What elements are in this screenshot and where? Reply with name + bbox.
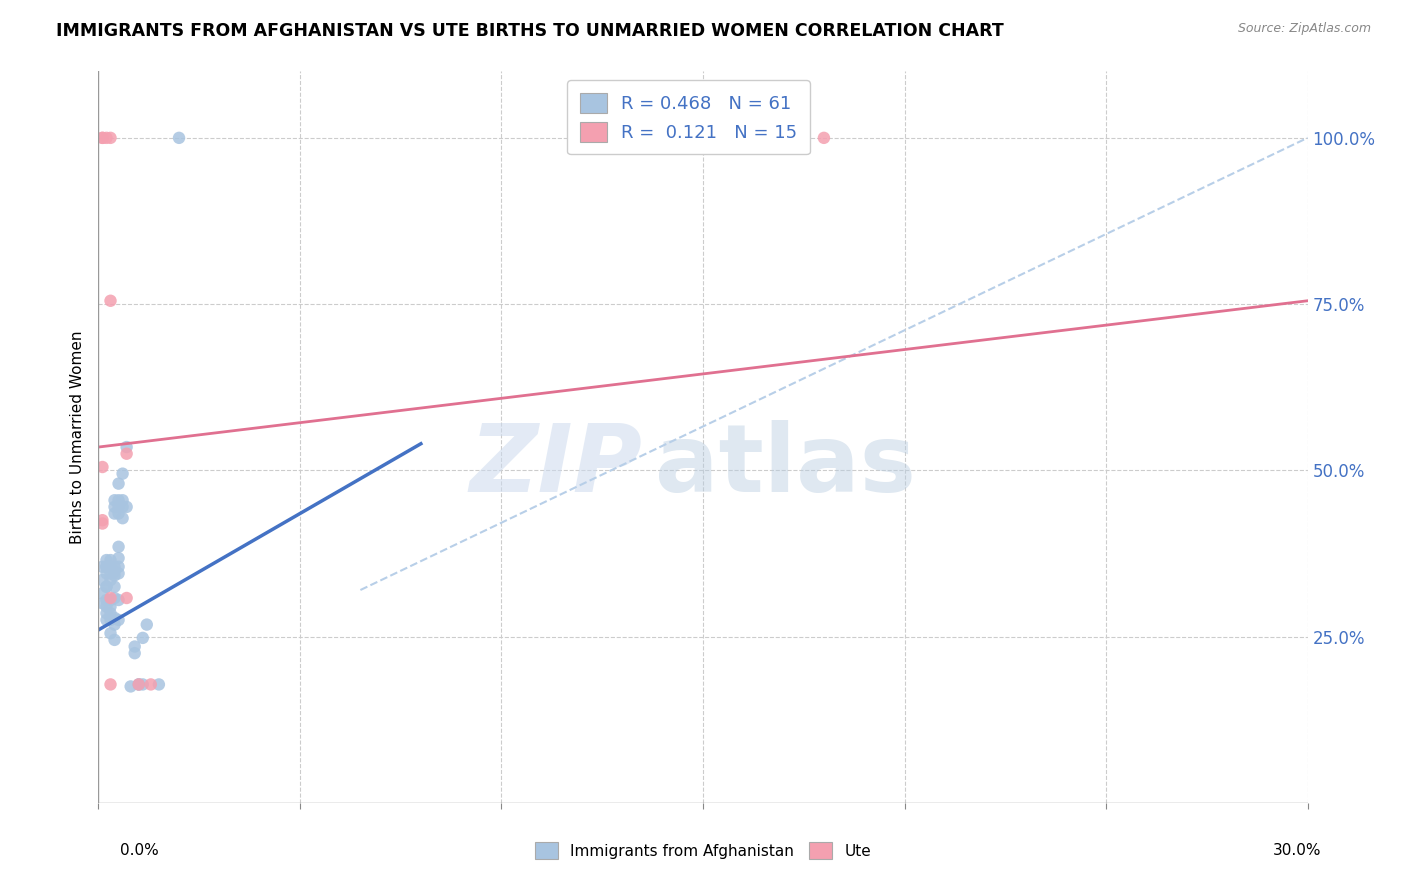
Point — [111, 500, 134, 514]
Point — [96, 559, 118, 574]
Text: ZIP: ZIP — [470, 420, 643, 512]
Point — [96, 613, 118, 627]
Point — [91, 131, 114, 145]
Point — [96, 599, 118, 614]
Point — [96, 566, 118, 581]
Point — [96, 580, 118, 594]
Point — [91, 516, 114, 531]
Point — [91, 131, 114, 145]
Point — [100, 559, 122, 574]
Point — [103, 591, 125, 605]
Point — [111, 493, 134, 508]
Text: Source: ZipAtlas.com: Source: ZipAtlas.com — [1237, 22, 1371, 36]
Point — [115, 447, 138, 461]
Point — [91, 573, 114, 587]
Point — [91, 460, 114, 475]
Point — [96, 131, 118, 145]
Point — [115, 591, 138, 605]
Text: 30.0%: 30.0% — [1274, 843, 1322, 858]
Point — [107, 540, 129, 554]
Point — [100, 553, 122, 567]
Point — [91, 559, 114, 574]
Point — [100, 131, 122, 145]
Point — [100, 573, 122, 587]
Point — [115, 500, 138, 514]
Point — [103, 493, 125, 508]
Text: 0.0%: 0.0% — [120, 843, 159, 858]
Point — [100, 677, 122, 691]
Point — [813, 131, 835, 145]
Point — [107, 566, 129, 581]
Point — [100, 613, 122, 627]
Point — [103, 632, 125, 647]
Point — [132, 631, 155, 645]
Point — [100, 293, 122, 308]
Point — [111, 467, 134, 481]
Point — [148, 677, 170, 691]
Point — [124, 640, 146, 654]
Point — [103, 500, 125, 514]
Y-axis label: Births to Unmarried Women: Births to Unmarried Women — [69, 330, 84, 544]
Point — [167, 131, 190, 145]
Point — [100, 626, 122, 640]
Point — [103, 559, 125, 574]
Point — [128, 677, 150, 691]
Point — [120, 680, 142, 694]
Point — [103, 507, 125, 521]
Point — [100, 599, 122, 614]
Point — [96, 559, 118, 574]
Text: IMMIGRANTS FROM AFGHANISTAN VS UTE BIRTHS TO UNMARRIED WOMEN CORRELATION CHART: IMMIGRANTS FROM AFGHANISTAN VS UTE BIRTH… — [56, 22, 1004, 40]
Point — [100, 591, 122, 605]
Point — [96, 553, 118, 567]
Point — [103, 568, 125, 582]
Point — [107, 493, 129, 508]
Point — [96, 593, 118, 607]
Point — [111, 511, 134, 525]
Point — [91, 586, 114, 600]
Point — [107, 507, 129, 521]
Point — [100, 607, 122, 621]
Point — [107, 613, 129, 627]
Point — [107, 476, 129, 491]
Point — [772, 131, 794, 145]
Point — [103, 611, 125, 625]
Point — [91, 513, 114, 527]
Point — [100, 593, 122, 607]
Point — [135, 617, 157, 632]
Point — [107, 593, 129, 607]
Text: atlas: atlas — [655, 420, 915, 512]
Point — [115, 440, 138, 454]
Point — [96, 607, 118, 621]
Point — [132, 677, 155, 691]
Point — [100, 566, 122, 581]
Legend: Immigrants from Afghanistan, Ute: Immigrants from Afghanistan, Ute — [526, 833, 880, 868]
Point — [91, 596, 114, 610]
Point — [103, 617, 125, 632]
Point — [128, 677, 150, 691]
Point — [96, 580, 118, 594]
Point — [107, 559, 129, 574]
Point — [128, 677, 150, 691]
Point — [107, 551, 129, 566]
Point — [103, 565, 125, 579]
Point — [103, 580, 125, 594]
Point — [124, 646, 146, 660]
Point — [107, 500, 129, 514]
Point — [139, 677, 162, 691]
